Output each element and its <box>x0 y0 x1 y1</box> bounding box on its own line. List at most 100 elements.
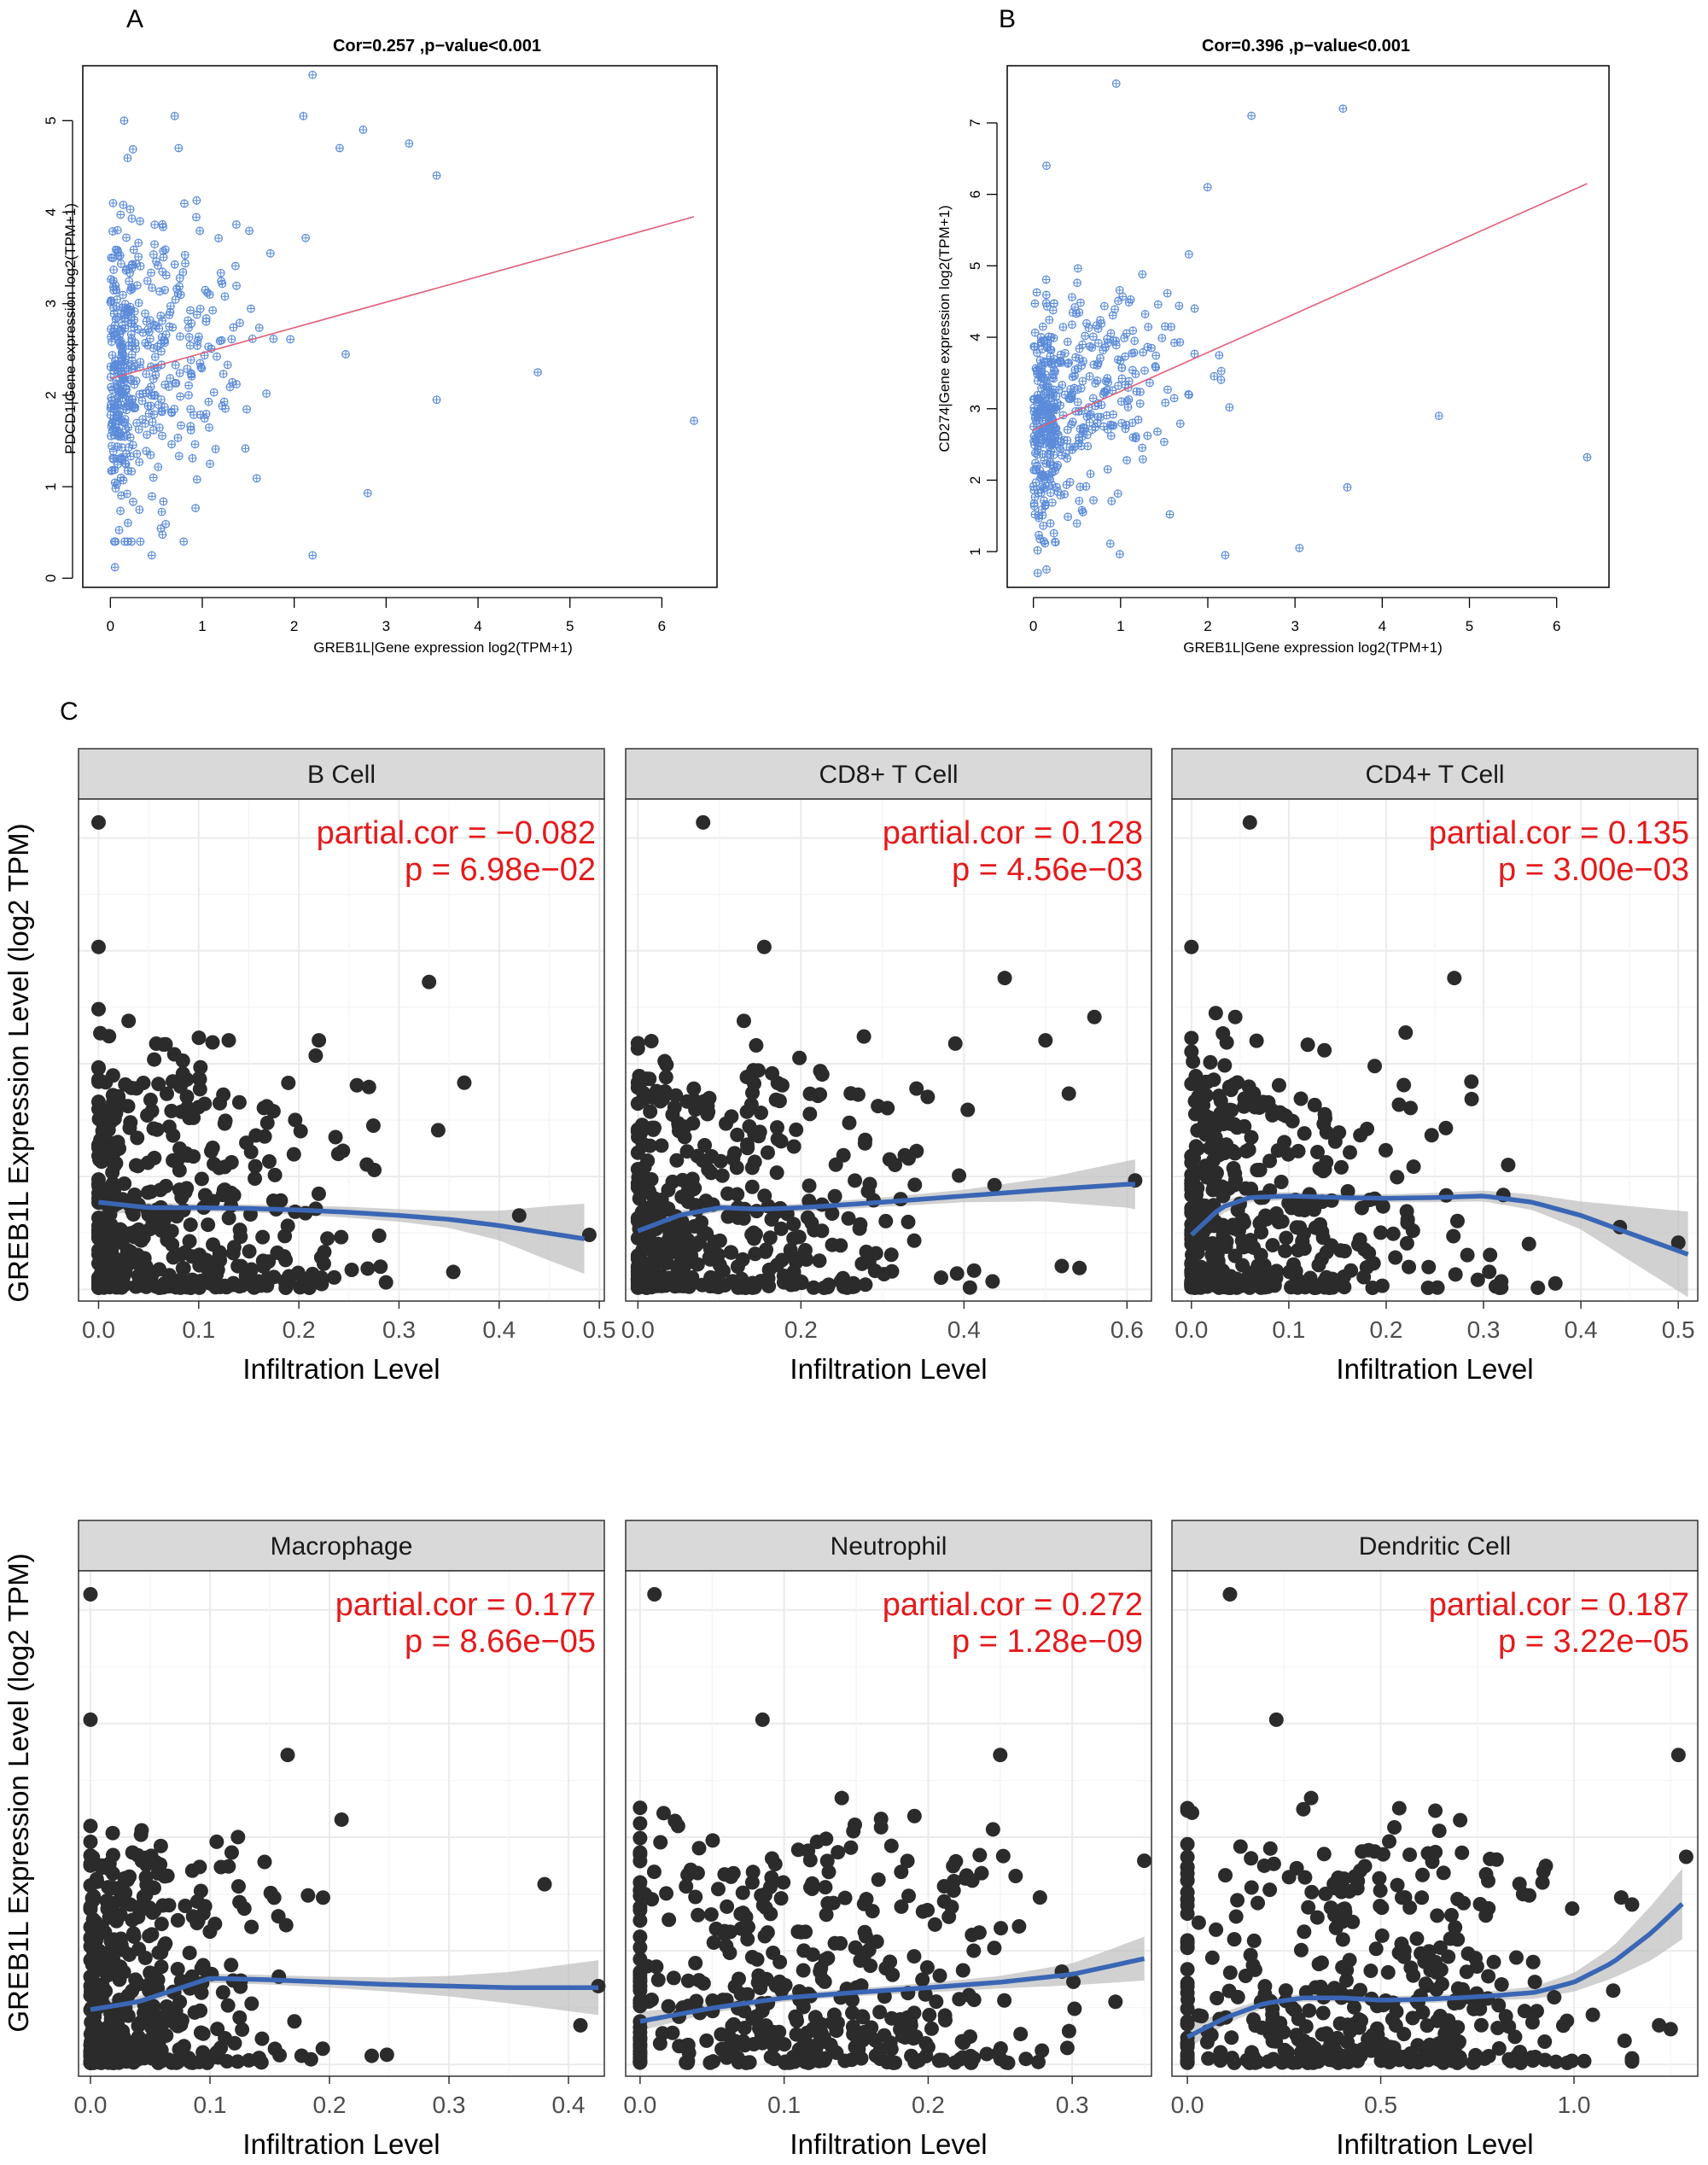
data-point <box>194 1171 209 1187</box>
data-point <box>662 1227 678 1242</box>
data-point <box>825 1237 840 1252</box>
data-point-cross <box>216 337 224 345</box>
data-point <box>985 1274 1000 1289</box>
data-point-cross <box>108 227 117 236</box>
data-point <box>278 1252 294 1268</box>
data-point-cross <box>184 365 191 373</box>
data-point-cross <box>1141 310 1149 318</box>
x-tick-label: 0.0 <box>74 2092 108 2118</box>
data-point-cross <box>166 374 174 382</box>
data-point <box>1378 1142 1393 1158</box>
data-point-cross <box>1042 161 1051 170</box>
data-point <box>83 1978 98 1993</box>
data-point <box>1180 1836 1195 1852</box>
data-point <box>1537 2034 1553 2049</box>
data-point <box>147 1150 162 1165</box>
data-point-cross <box>114 313 121 322</box>
data-point <box>732 1971 747 1987</box>
data-point <box>1431 1824 1447 1839</box>
data-point <box>790 1842 806 1858</box>
data-point-cross <box>1040 496 1048 505</box>
data-point-cross <box>1036 474 1045 482</box>
data-point <box>1428 1803 1443 1818</box>
data-point <box>83 2048 98 2063</box>
data-point-cross <box>191 504 200 512</box>
data-point <box>102 1910 117 1925</box>
data-point-cross <box>1031 511 1039 518</box>
data-point <box>906 1233 922 1248</box>
data-point <box>699 2033 714 2048</box>
data-point <box>573 2017 588 2033</box>
data-point-cross <box>1106 540 1115 548</box>
x-tick-label: 0.2 <box>912 2092 945 2118</box>
scatter-panel-a: Cor=0.257 ,p−value<0.001 GREB1L|Gene exp… <box>43 37 718 656</box>
data-point <box>847 1817 862 1832</box>
data-point <box>1180 1885 1195 1900</box>
x-tick-label: 0 <box>107 618 114 634</box>
data-point-cross <box>120 374 128 382</box>
data-point <box>1219 1137 1234 1153</box>
data-point-cross <box>122 450 131 458</box>
data-point-cross <box>1031 466 1040 474</box>
data-point <box>1180 1979 1195 1994</box>
data-point-cross <box>1185 390 1192 399</box>
data-point <box>1425 1854 1440 1870</box>
data-point <box>1385 1226 1401 1241</box>
data-point-cross <box>113 411 121 419</box>
data-point-cross <box>1185 250 1193 259</box>
data-point <box>1344 1263 1359 1278</box>
data-point <box>230 1879 246 1894</box>
data-point-cross <box>128 357 137 365</box>
data-point-cross <box>132 419 141 427</box>
data-point <box>83 1901 98 1917</box>
data-point <box>247 1280 262 1295</box>
x-tick-label: 1.0 <box>1558 2092 1591 2118</box>
data-point <box>688 1889 703 1905</box>
data-point <box>1067 2001 1082 2016</box>
data-point <box>1391 1097 1407 1112</box>
data-point <box>1522 1888 1537 1903</box>
data-point <box>735 1905 750 1921</box>
data-point-cross <box>206 460 214 468</box>
data-point-cross <box>1098 319 1105 328</box>
data-point <box>755 1712 770 1727</box>
data-point <box>650 1972 666 1987</box>
partial-cor-annotation: partial.cor = 0.135 <box>1429 815 1689 851</box>
data-point <box>149 1122 165 1137</box>
data-point-cross <box>224 361 231 369</box>
data-point <box>946 1859 961 1874</box>
data-point <box>750 1975 766 1990</box>
data-point <box>1258 1266 1274 1281</box>
data-point <box>1361 2032 1376 2047</box>
data-point <box>90 939 106 954</box>
data-point <box>100 1183 115 1199</box>
data-point <box>85 2019 101 2034</box>
data-point <box>225 1275 241 1291</box>
data-point-cross <box>1139 348 1147 356</box>
data-point-cross <box>1069 308 1077 317</box>
y-axis-label-a: PDCD1|Gene expression log2(TPM+1) <box>62 203 79 454</box>
data-point <box>726 2040 741 2056</box>
data-point-cross <box>1031 493 1039 501</box>
data-point <box>259 1278 275 1293</box>
data-point <box>972 1847 988 1863</box>
data-point-cross <box>114 442 121 451</box>
data-point <box>159 1086 174 1101</box>
data-point-cross <box>129 498 137 506</box>
data-point <box>1227 1009 1243 1024</box>
data-point <box>100 1278 115 1293</box>
data-point <box>1396 1077 1412 1093</box>
data-point <box>195 1958 211 1973</box>
data-point <box>857 1924 872 1940</box>
data-point <box>312 1033 327 1048</box>
x-tick-label: 5 <box>1466 618 1473 634</box>
data-point <box>1374 1928 1390 1943</box>
data-point <box>997 1993 1012 2008</box>
data-point-cross <box>433 172 440 179</box>
data-point-cross <box>149 250 158 259</box>
data-point-cross <box>1056 491 1064 499</box>
data-point-cross <box>1048 469 1056 476</box>
facet-title: Macrophage <box>271 1532 413 1561</box>
